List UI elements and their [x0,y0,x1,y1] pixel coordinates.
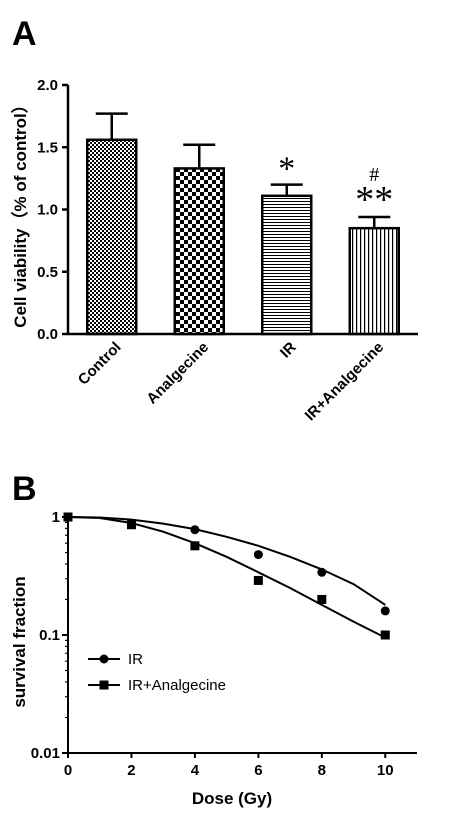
bar-4 [348,226,400,336]
scatter-chart-panel-b: survival fraction Dose (Gy) 0 2 4 6 8 10 0.01 0… [10,509,417,808]
bar-chart-panel-a: Cell viability（% of control） Control Anal… [10,77,418,424]
panel-b-y-axis-title: survival fraction [10,576,29,707]
panel-b-x-axis-title: Dose (Gy) [192,789,272,808]
point-2-1 [63,512,73,522]
x-tick-label-1: Control [75,339,125,389]
fit-line-2 [67,516,386,639]
fit-line-1 [67,516,386,606]
legend-label-1: IR [128,651,143,668]
x-tick-label-2: 2 [127,762,135,779]
x-tick-label-1: 0 [64,762,72,779]
y-tick-label-4: 1.5 [37,139,58,156]
x-tick-label-4: 6 [254,762,262,779]
point-2-4 [253,575,263,585]
y-tick-label-3: 1 [52,509,60,526]
y-tick-label-1: 0.01 [31,745,60,762]
point-1-6 [380,606,390,616]
panel-a-y-axis-title: Cell viability（% of control） [10,96,30,327]
point-2-5 [317,594,327,604]
point-1-5 [317,567,327,577]
bar-2 [173,167,225,336]
hash-mark-4: # [369,164,379,186]
y-tick-label-3: 1.0 [37,202,58,219]
y-tick-label-2: 0.1 [39,627,60,644]
x-tick-label-4: IR+Analgecine [302,339,387,424]
point-1-4 [253,550,263,560]
point-1-3 [190,525,200,535]
legend-marker-2 [99,680,109,690]
x-tick-label-5: 8 [318,762,326,779]
bar-3 [261,194,313,336]
significance-mark-3: * [278,151,295,188]
x-tick-label-6: 10 [377,762,394,779]
legend-marker-1 [99,654,109,664]
x-tick-label-2: Analgecine [143,339,212,408]
x-tick-label-3: 4 [191,762,200,779]
y-tick-label-2: 0.5 [37,264,58,281]
point-2-6 [380,630,390,640]
point-2-3 [190,541,200,551]
y-tick-label-5: 2.0 [37,77,58,94]
panel-label-a: A [12,15,37,53]
legend-label-2: IR+Analgecine [128,677,226,694]
x-tick-label-3: IR [277,339,300,362]
point-2-2 [126,520,136,530]
y-tick-label-1: 0.0 [37,326,58,343]
bar-1 [86,138,138,336]
significance-mark-4: ** [355,179,393,221]
panel-label-b: B [12,470,37,508]
